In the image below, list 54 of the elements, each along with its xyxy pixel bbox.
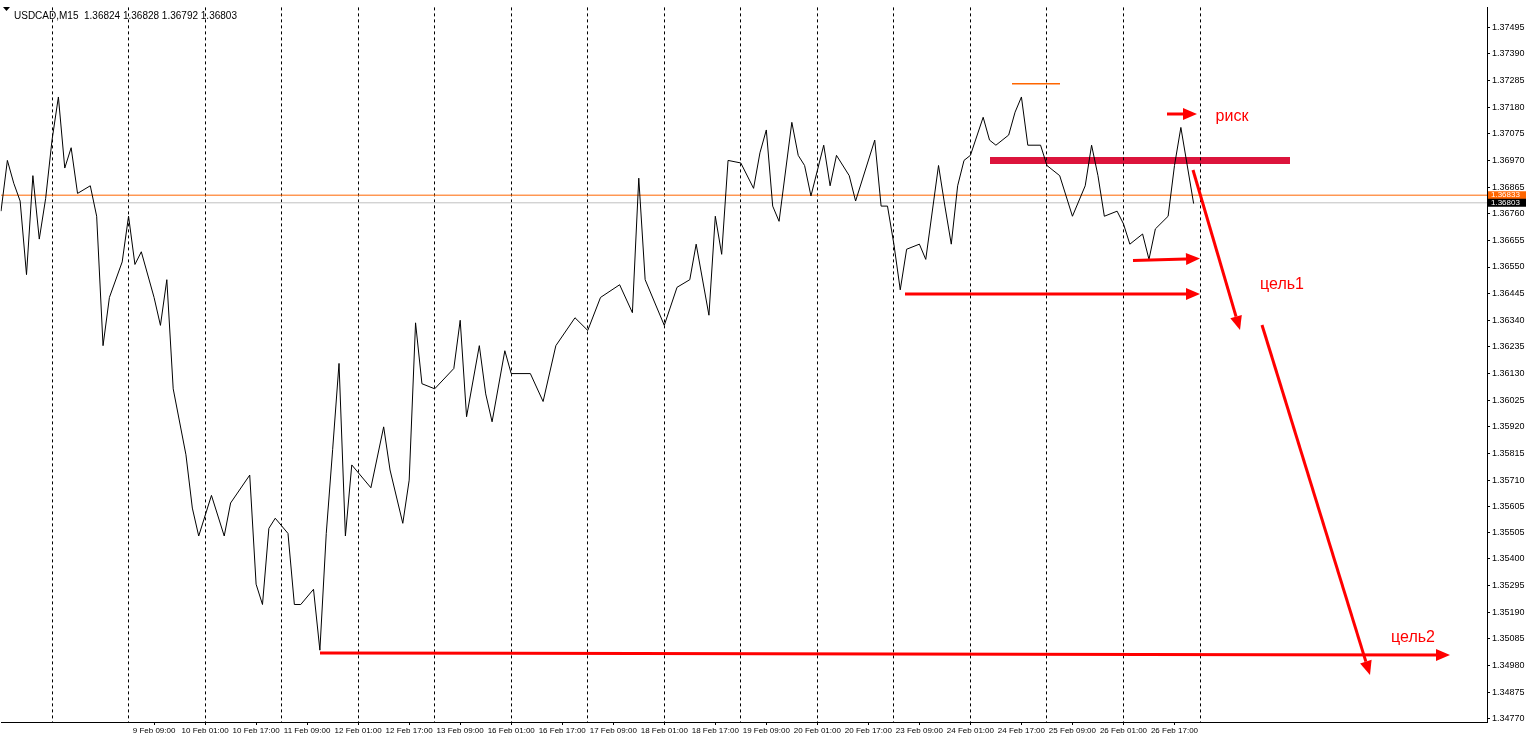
x-tick-label: 18 Feb 17:00 (691, 726, 740, 735)
y-tick-label: 1.37390 (1492, 48, 1525, 59)
y-tick-label: 1.35400 (1492, 553, 1525, 564)
x-tick-label: 20 Feb 17:00 (844, 726, 893, 735)
annotation: цель1 (1260, 275, 1305, 293)
x-tick-label: 26 Feb 01:00 (1099, 726, 1148, 735)
y-tick-label: 1.34770 (1492, 713, 1525, 724)
y-tick-label: 1.36865 (1492, 181, 1525, 192)
x-tick-label: 9 Feb 09:00 (132, 726, 176, 735)
y-tick-label: 1.37075 (1492, 128, 1525, 139)
x-tick-label: 13 Feb 09:00 (436, 726, 485, 735)
x-tick-label: 24 Feb 17:00 (997, 726, 1046, 735)
x-tick-label: 17 Feb 09:00 (589, 726, 638, 735)
x-tick-label: 10 Feb 01:00 (181, 726, 230, 735)
y-tick-label: 1.35505 (1492, 526, 1525, 537)
y-tick-label: 1.36550 (1492, 261, 1525, 272)
annotation: риск (1215, 107, 1250, 125)
y-tick-label: 1.36340 (1492, 314, 1525, 325)
x-tick-label: 10 Feb 17:00 (232, 726, 281, 735)
x-tick-label: 25 Feb 09:00 (1048, 726, 1097, 735)
y-tick-label: 1.35190 (1492, 606, 1525, 617)
y-tick-label: 1.36130 (1492, 368, 1525, 379)
x-tick-label: 18 Feb 01:00 (640, 726, 689, 735)
y-tick-label: 1.37285 (1492, 74, 1525, 85)
y-tick-label: 1.36025 (1492, 394, 1525, 405)
ref-line-label: 1.36833 (1491, 190, 1521, 200)
y-tick-label: 1.35710 (1492, 474, 1525, 485)
y-tick-label: 1.35295 (1492, 579, 1525, 590)
ref-line-label: 1.36803 (1491, 198, 1521, 207)
x-tick-label: 12 Feb 17:00 (385, 726, 434, 735)
x-tick-label: 11 Feb 09:00 (283, 726, 331, 735)
y-tick-label: 1.36760 (1492, 208, 1525, 219)
x-tick-label: 20 Feb 01:00 (793, 726, 842, 735)
x-tick-label: 19 Feb 09:00 (742, 726, 791, 735)
y-tick-label: 1.37180 (1492, 101, 1525, 112)
y-tick-label: 1.36970 (1492, 154, 1525, 165)
x-tick-label: 12 Feb 01:00 (334, 726, 383, 735)
y-tick-label: 1.35920 (1492, 421, 1525, 432)
y-tick-label: 1.34875 (1492, 686, 1525, 697)
y-tick-label: 1.35085 (1492, 633, 1525, 644)
y-tick-label: 1.36445 (1492, 288, 1525, 299)
y-tick-label: 1.37495 (1492, 21, 1525, 32)
y-tick-label: 1.35815 (1492, 448, 1525, 458)
x-tick-label: 16 Feb 01:00 (487, 726, 536, 735)
y-tick-label: 1.36235 (1492, 341, 1525, 352)
annotation: цель2 (1391, 628, 1436, 646)
x-tick-label: 16 Feb 17:00 (538, 726, 587, 735)
x-tick-label: 24 Feb 01:00 (946, 726, 995, 735)
y-tick-label: 1.35605 (1492, 501, 1525, 512)
y-tick-label: 1.34980 (1492, 659, 1525, 670)
x-tick-label: 26 Feb 17:00 (1150, 726, 1199, 735)
y-tick-label: 1.36655 (1492, 234, 1525, 245)
chart-title: USDCAD,M15 1.36824 1.36828 1.36792 1.36803 (14, 10, 238, 22)
x-tick-label: 23 Feb 09:00 (895, 726, 944, 735)
